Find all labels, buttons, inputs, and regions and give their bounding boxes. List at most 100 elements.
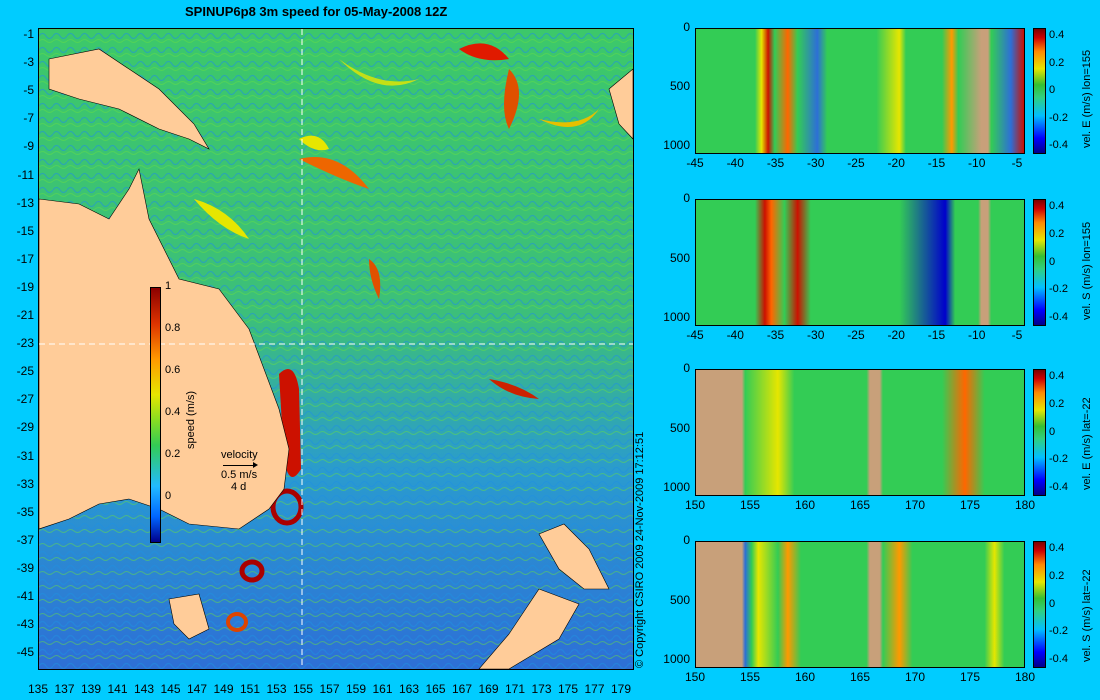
lon-tick: 169 bbox=[478, 682, 499, 696]
depth-tick: 500 bbox=[669, 592, 690, 607]
colorbar-label: speed (m/s) bbox=[185, 390, 197, 449]
lon-tick: 167 bbox=[451, 682, 473, 696]
panel-x-tick: 180 bbox=[1014, 498, 1036, 512]
panel-colorbar-tick: -0.2 bbox=[1049, 453, 1068, 466]
section-panel-4 bbox=[695, 541, 1025, 668]
lon-tick: 143 bbox=[133, 682, 155, 696]
panel-colorbar-tick: 0 bbox=[1049, 84, 1056, 96]
panel-colorbar-tick: 0.4 bbox=[1049, 542, 1065, 554]
lat-tick: -1 bbox=[23, 27, 34, 41]
panel-label: vel. S (m/s) lon=155 bbox=[1081, 221, 1093, 320]
panel-colorbar-tick: -0.4 bbox=[1049, 311, 1068, 323]
panel-x-tick: -10 bbox=[968, 328, 986, 342]
lon-tick: 153 bbox=[266, 682, 287, 696]
lat-tick: -29 bbox=[16, 420, 34, 435]
lon-tick: 173 bbox=[531, 682, 552, 696]
lon-tick: 171 bbox=[504, 682, 526, 696]
panel-label: vel. E (m/s) lat=-22 bbox=[1081, 397, 1093, 490]
colorbar-tick-0: 0 bbox=[165, 490, 172, 502]
depth-tick: 0 bbox=[683, 361, 690, 375]
panel-x-tick: -15 bbox=[927, 328, 946, 342]
panel-x-tick: -35 bbox=[766, 328, 785, 342]
panel-x-tick: 165 bbox=[849, 670, 871, 684]
panel-colorbar-tick: 0.4 bbox=[1049, 200, 1065, 212]
depth-tick: 500 bbox=[669, 79, 690, 93]
panel-x-tick: 175 bbox=[959, 498, 981, 512]
panel-colorbar-tick: 0.2 bbox=[1049, 227, 1065, 240]
lat-tick: -7 bbox=[23, 111, 34, 126]
lon-tick: 141 bbox=[107, 682, 128, 696]
panel-x-tick: 155 bbox=[739, 670, 761, 684]
lat-tick: -5 bbox=[23, 83, 34, 98]
speed-map: 1 0.8 0.6 0.4 0.2 0 speed (m/s) velocity… bbox=[38, 28, 634, 670]
map-title: SPINUP6p8 3m speed for 05-May-2008 12Z bbox=[185, 4, 448, 19]
panel-x-tick: -15 bbox=[927, 156, 946, 170]
panel-colorbar-tick: 0.2 bbox=[1049, 56, 1065, 69]
lon-tick: 147 bbox=[186, 682, 208, 696]
velocity-legend-title: velocity bbox=[221, 449, 258, 461]
panel-x-tick: 165 bbox=[849, 498, 871, 512]
panel-x-tick: 180 bbox=[1014, 670, 1036, 684]
lon-tick: 155 bbox=[292, 682, 314, 696]
panel-x-tick: -30 bbox=[807, 328, 825, 342]
panel-x-tick: -10 bbox=[968, 156, 986, 170]
panel-colorbar-tick: 0.4 bbox=[1049, 29, 1065, 41]
panel-colorbar-tick: 0 bbox=[1049, 425, 1056, 438]
lon-tick: 135 bbox=[27, 682, 49, 696]
colorbar-tick-0.4: 0.4 bbox=[165, 406, 181, 418]
depth-tick: 0 bbox=[683, 20, 690, 34]
panel-x-tick: -25 bbox=[847, 328, 865, 342]
speed-colorbar bbox=[150, 287, 161, 543]
panel-x-tick: -30 bbox=[807, 156, 825, 170]
lat-tick: -31 bbox=[16, 448, 34, 463]
panel-colorbar-tick: -0.2 bbox=[1049, 283, 1068, 296]
lat-tick: -37 bbox=[16, 532, 34, 547]
panel-x-tick: 170 bbox=[904, 670, 926, 684]
lat-tick: -39 bbox=[16, 560, 34, 575]
lat-tick: -13 bbox=[16, 195, 34, 210]
panel-x-tick: -25 bbox=[847, 156, 865, 170]
panel-x-tick: 175 bbox=[959, 670, 981, 684]
lon-tick: 151 bbox=[239, 682, 261, 696]
depth-tick: 1000 bbox=[663, 310, 690, 324]
panel-x-tick: 150 bbox=[684, 670, 706, 684]
colorbar-tick-1: 1 bbox=[165, 280, 172, 292]
depth-tick: 1000 bbox=[663, 138, 690, 152]
lon-tick: 137 bbox=[54, 682, 75, 696]
depth-tick: 0 bbox=[683, 191, 690, 205]
panel-colorbar bbox=[1033, 199, 1046, 326]
panel-x-tick: 155 bbox=[739, 498, 761, 512]
lon-tick: 179 bbox=[610, 682, 632, 696]
depth-tick: 500 bbox=[669, 420, 690, 435]
panel-x-tick: 170 bbox=[904, 498, 926, 512]
lat-tick: -45 bbox=[16, 645, 34, 660]
lon-tick: 161 bbox=[372, 682, 393, 696]
lat-tick: -19 bbox=[16, 279, 34, 294]
panel-x-tick: -20 bbox=[887, 156, 905, 170]
lat-tick: -35 bbox=[16, 504, 34, 519]
lon-tick: 139 bbox=[80, 682, 102, 696]
panel-x-tick: 160 bbox=[794, 498, 816, 512]
panel-x-tick: -45 bbox=[686, 156, 704, 170]
panel-x-tick: 150 bbox=[684, 498, 706, 512]
panel-colorbar bbox=[1033, 369, 1046, 496]
colorbar-tick-0.6: 0.6 bbox=[165, 364, 181, 376]
lat-tick: -15 bbox=[16, 223, 34, 238]
lon-tick: 163 bbox=[398, 682, 420, 696]
panel-colorbar-tick: -0.4 bbox=[1049, 481, 1068, 493]
panel-x-tick: -40 bbox=[726, 156, 744, 170]
lat-tick: -9 bbox=[23, 139, 34, 154]
lon-tick: 175 bbox=[557, 682, 579, 696]
lon-tick: 159 bbox=[345, 682, 367, 696]
panel-colorbar-tick: -0.2 bbox=[1049, 111, 1068, 124]
section-panel-2 bbox=[695, 199, 1025, 326]
lat-tick: -21 bbox=[16, 308, 34, 322]
colorbar-tick-0.2: 0.2 bbox=[165, 448, 181, 460]
lat-tick: -11 bbox=[17, 167, 34, 182]
panel-colorbar-tick: 0 bbox=[1049, 597, 1056, 610]
panel-x-tick: -5 bbox=[1011, 328, 1023, 342]
depth-tick: 1000 bbox=[663, 652, 690, 666]
colorbar-tick-0.8: 0.8 bbox=[165, 322, 181, 334]
velocity-legend-speed: 0.5 m/s bbox=[221, 469, 258, 481]
panel-colorbar bbox=[1033, 541, 1046, 668]
